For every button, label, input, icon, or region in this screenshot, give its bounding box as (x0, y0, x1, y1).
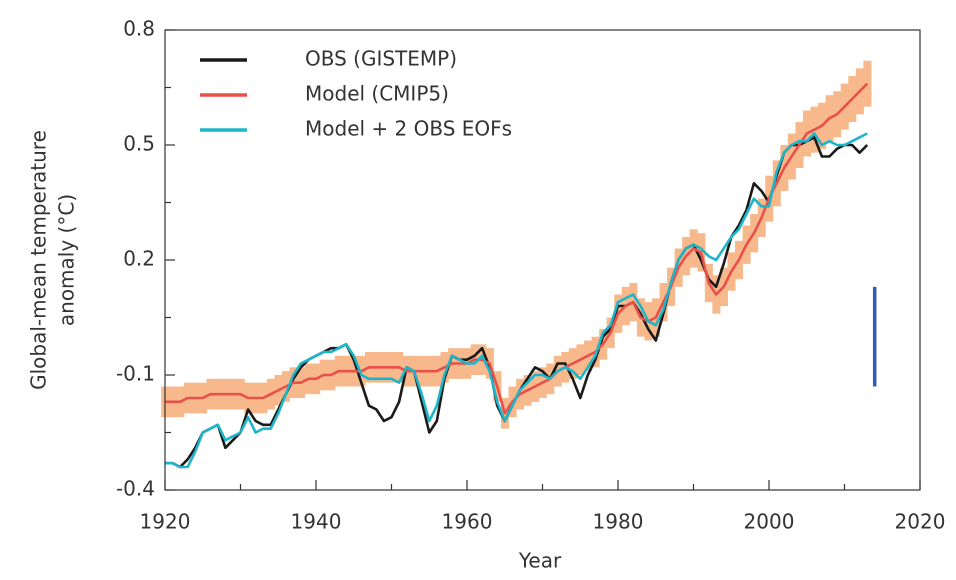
y-axis-label-line: Global-mean temperature (27, 130, 51, 390)
x-tick-label: 1940 (291, 510, 342, 534)
y-tick-label: 0.2 (123, 247, 155, 271)
y-tick-label: 0.8 (123, 17, 155, 41)
legend-label: OBS (GISTEMP) (305, 47, 457, 71)
y-axis-label-line: anomaly (°C) (55, 194, 79, 326)
plot-frame (164, 29, 921, 491)
model-spread (863, 60, 872, 107)
y-axis-label: Global-mean temperature anomaly (°C) (27, 130, 79, 390)
series-line (165, 82, 869, 415)
x-tick-label: 1960 (442, 510, 493, 534)
x-axis-label: Year (518, 549, 562, 573)
x-tick-label: 1980 (593, 510, 644, 534)
legend-label: Model + 2 OBS EOFs (305, 117, 512, 141)
legend-label: Model (CMIP5) (305, 82, 449, 106)
x-tick-label: 1920 (140, 510, 191, 534)
x-tick-label: 2020 (895, 510, 946, 534)
x-tick-label: 2000 (744, 510, 795, 534)
y-tick-label: -0.1 (116, 362, 155, 386)
series-line (165, 132, 868, 469)
series-line (165, 136, 869, 469)
y-tick-label: 0.5 (123, 132, 155, 156)
y-tick-label: -0.4 (116, 477, 155, 501)
